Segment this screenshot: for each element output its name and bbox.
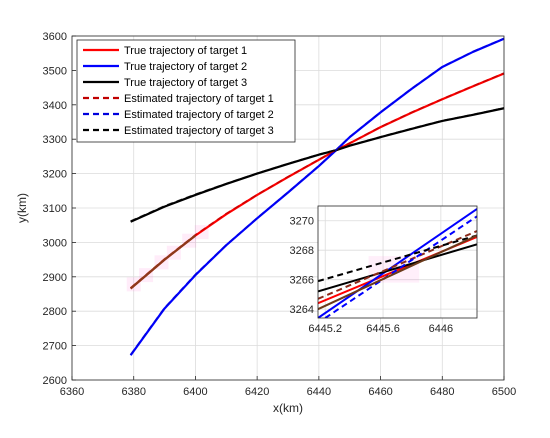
inset-y-tick-label: 3264 bbox=[290, 304, 314, 316]
x-axis-title: x(km) bbox=[273, 401, 303, 415]
inset-lines bbox=[318, 208, 477, 318]
legend-entry-5: Estimated trajectory of target 2 bbox=[124, 109, 274, 121]
x-tick-label: 6400 bbox=[183, 386, 207, 398]
inset-series-line-3 bbox=[318, 243, 477, 293]
y-tick-label: 3400 bbox=[43, 100, 67, 112]
y-axis-title: y(km) bbox=[15, 193, 29, 223]
y-tick-label: 3500 bbox=[43, 65, 67, 77]
y-tick-label: 2900 bbox=[43, 272, 67, 284]
inset-series-line-4 bbox=[318, 230, 477, 300]
y-tick-label: 3600 bbox=[43, 31, 67, 43]
inset-y-tick-label: 3268 bbox=[290, 245, 314, 257]
inset-x-tick-label: 6446 bbox=[429, 323, 453, 335]
y-tick-label: 3200 bbox=[43, 169, 67, 181]
x-tick-label: 6440 bbox=[307, 386, 331, 398]
y-tick-label: 3300 bbox=[43, 134, 67, 146]
x-tick-label: 6500 bbox=[492, 386, 516, 398]
inset-series-line-2 bbox=[318, 208, 477, 318]
inset-x-tick-label: 6445.6 bbox=[366, 323, 400, 335]
x-tick-label: 6460 bbox=[368, 386, 392, 398]
x-tick-label: 6420 bbox=[245, 386, 269, 398]
legend-entry-6: Estimated trajectory of target 3 bbox=[124, 125, 274, 137]
y-tick-label: 2700 bbox=[43, 341, 67, 353]
x-tick-label: 6380 bbox=[121, 386, 145, 398]
series-line-6 bbox=[130, 107, 505, 222]
series-line-4 bbox=[130, 72, 505, 289]
legend-entry-2: True trajectory of target 2 bbox=[124, 61, 247, 73]
legend-entry-4: Estimated trajectory of target 1 bbox=[124, 93, 274, 105]
inset-x-tick-label: 6445.2 bbox=[308, 323, 342, 335]
inset-series-line-5 bbox=[324, 215, 477, 318]
inset-series-line-6 bbox=[318, 234, 477, 283]
x-tick-label: 6480 bbox=[430, 386, 454, 398]
series-line-5 bbox=[129, 37, 505, 356]
inset-y-tick-label: 3270 bbox=[290, 216, 314, 228]
y-tick-label: 2600 bbox=[43, 375, 67, 387]
legend: True trajectory of target 1 True trajecto… bbox=[76, 39, 296, 143]
series-line-2 bbox=[129, 37, 505, 356]
x-tick-label: 6360 bbox=[60, 386, 84, 398]
overlap-segment bbox=[129, 234, 197, 290]
inset-y-tick-label: 3266 bbox=[290, 275, 314, 287]
legend-entry-3: True trajectory of target 3 bbox=[124, 77, 247, 89]
plot-frame bbox=[71, 35, 505, 381]
y-tick-label: 3000 bbox=[43, 237, 67, 249]
y-tick-label: 3100 bbox=[43, 203, 67, 215]
legend-entry-1: True trajectory of target 1 bbox=[124, 45, 247, 57]
inset-plot: 6445.2 6445.6 6446 3264 3266 3268 3270 bbox=[290, 205, 478, 335]
legend-box bbox=[76, 39, 296, 143]
inset-frame bbox=[317, 205, 478, 319]
y-tick-label: 2800 bbox=[43, 306, 67, 318]
inset-series-line-7 bbox=[318, 234, 477, 311]
